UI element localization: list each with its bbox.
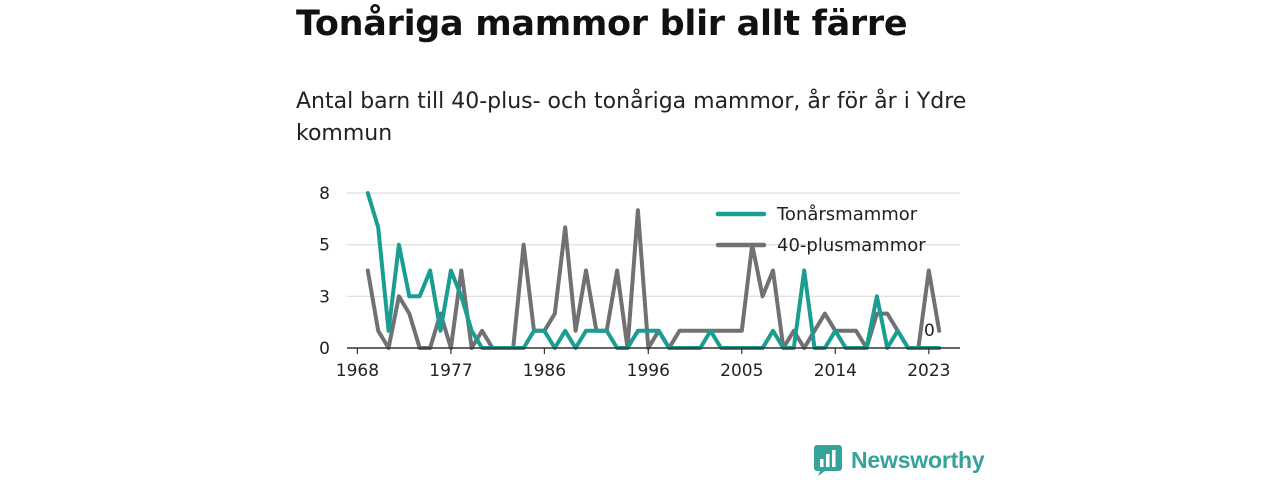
- x-tick-label: 2023: [907, 361, 950, 381]
- y-tick-label: 5: [319, 236, 330, 256]
- chart-series: [365, 191, 942, 350]
- line-chart: 0 3 5 8 1968 1977 1986 1996 2005 2014 2023 0 Tonå…: [319, 184, 960, 381]
- x-axis-ticks: 1968 1977 1986 1996 2005 2014 2023: [336, 348, 950, 381]
- series-line: [365, 208, 942, 350]
- gridlines: [347, 192, 960, 297]
- x-tick-label: 1977: [429, 361, 472, 381]
- y-tick-label: 8: [319, 184, 330, 204]
- legend-label: 40-plusmammor: [777, 235, 926, 256]
- x-tick-label: 2014: [814, 361, 857, 381]
- chart-subtitle: Antal barn till 40-plus- och tonåriga ma…: [296, 89, 967, 146]
- end-value-label: 0: [924, 321, 935, 341]
- bar-chart-speech-bubble-icon: [814, 445, 842, 476]
- y-axis-ticks: 0 3 5 8: [319, 184, 330, 359]
- legend: Tonårsmammor 40-plusmammor: [715, 204, 926, 256]
- y-tick-label: 0: [319, 339, 330, 359]
- chart-title: Tonåriga mammor blir allt färre: [296, 4, 908, 44]
- x-tick-label: 1996: [627, 361, 670, 381]
- legend-label: Tonårsmammor: [776, 204, 918, 225]
- brand-name: Newsworthy: [851, 446, 985, 473]
- x-tick-label: 2005: [720, 361, 763, 381]
- brand-logo: Newsworthy: [814, 444, 985, 476]
- series-line: [365, 191, 942, 350]
- x-tick-label: 1968: [336, 361, 379, 381]
- y-tick-label: 3: [319, 287, 330, 307]
- x-tick-label: 1986: [523, 361, 566, 381]
